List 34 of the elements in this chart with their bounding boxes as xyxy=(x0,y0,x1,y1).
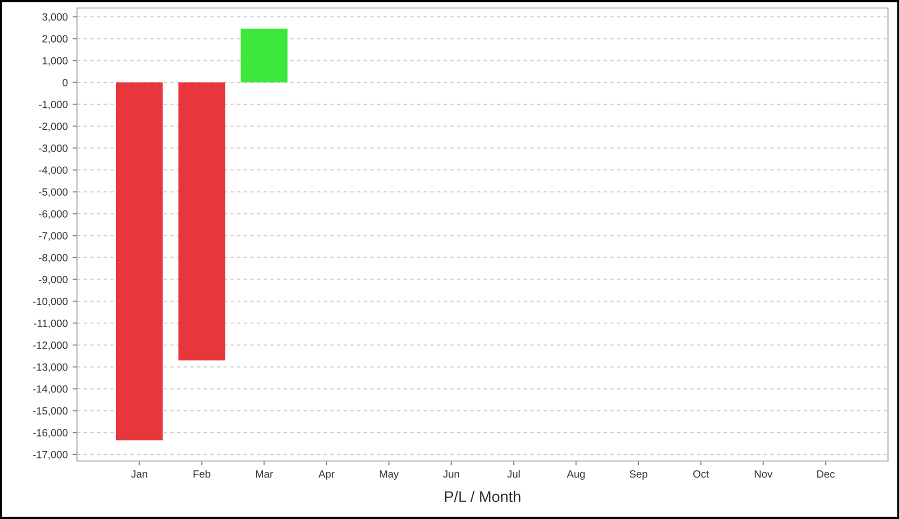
x-tick-label: Jun xyxy=(443,470,460,478)
y-tick-label: -10,000 xyxy=(33,298,68,306)
y-tick-label: -14,000 xyxy=(33,385,68,394)
x-tick-label: Mar xyxy=(256,470,273,478)
x-axis-title: P/L / Month xyxy=(444,490,520,502)
y-tick-label: -8,000 xyxy=(38,254,68,263)
y-tick-label: -6,000 xyxy=(38,210,68,219)
y-tick-label: -4,000 xyxy=(38,166,68,176)
y-tick-label: -11,000 xyxy=(34,320,68,328)
y-tick-label: -17,000 xyxy=(33,450,68,460)
x-tick-label: Dec xyxy=(817,470,835,478)
x-tick-label: Oct xyxy=(693,470,709,478)
y-tick-label: -3,000 xyxy=(38,144,68,154)
x-tick-label: Apr xyxy=(318,470,334,480)
y-tick-label: 1,000 xyxy=(42,57,68,66)
x-tick-label: Aug xyxy=(566,470,585,480)
y-tick-label: 0 xyxy=(62,78,68,86)
y-tick-label: -1,000 xyxy=(38,100,68,110)
x-tick-label: Sep xyxy=(630,470,648,480)
x-tick-label: Feb xyxy=(194,470,210,478)
y-tick-label: -9,000 xyxy=(38,276,68,284)
x-tick-label: Jan xyxy=(131,470,148,478)
y-tick-label: 2,000 xyxy=(42,35,68,44)
y-tick-label: -16,000 xyxy=(33,429,68,438)
y-tick-label: -12,000 xyxy=(33,342,68,350)
x-tick-label: May xyxy=(380,470,399,480)
x-tick-label: Nov xyxy=(754,470,772,478)
y-tick-label: -7,000 xyxy=(38,232,68,241)
y-tick-label: -2,000 xyxy=(38,122,68,132)
y-tick-label: 3,000 xyxy=(42,13,68,22)
y-tick-label: -5,000 xyxy=(38,188,68,197)
y-tick-label: -13,000 xyxy=(33,363,68,372)
x-tick-label: Jul xyxy=(507,470,520,478)
y-tick-label: -15,000 xyxy=(33,407,68,416)
